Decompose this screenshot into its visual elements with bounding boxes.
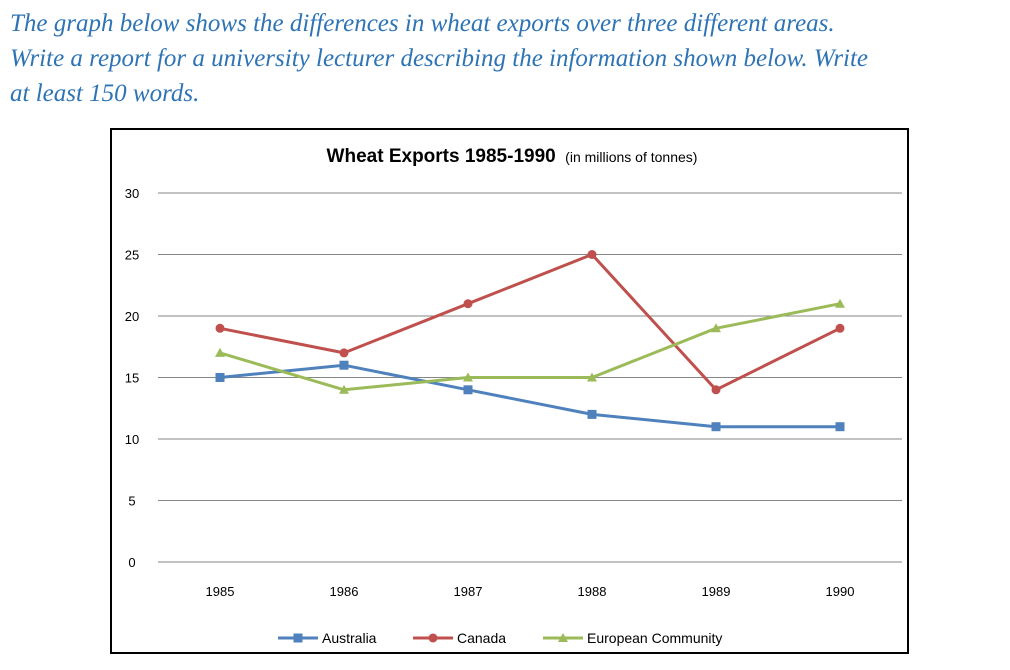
data-point-canada [463,299,473,309]
x-tick-label: 1990 [826,584,855,599]
y-tick-label: 0 [128,555,135,570]
series-line-canada [219,253,841,392]
chart-title-units: (in millions of tonnes) [565,149,697,165]
data-point-canada [835,323,845,333]
chart-title-main: Wheat Exports 1985-1990 [327,146,556,167]
data-point-european-community [339,384,349,394]
chart-frame: Wheat Exports 1985-1990 (in millions of … [110,128,909,654]
prompt-line-1: The graph below shows the differences in… [10,10,835,37]
legend-label: Canada [457,630,506,646]
data-point-australia [215,373,225,382]
y-tick-label: 30 [125,186,139,201]
series-european-community [215,298,845,394]
data-point-canada [215,323,225,333]
series-line-european-community [219,302,841,392]
data-point-canada [711,385,721,395]
x-tick-label: 1985 [206,584,235,599]
data-point-european-community [215,347,225,357]
data-point-australia [711,422,721,432]
y-tick-label: 25 [125,248,139,263]
x-tick-label: 1989 [702,584,731,599]
data-point-australia [463,385,473,395]
y-tick-label: 5 [128,494,135,509]
legend: Australia Canada European Community [278,630,722,646]
x-tick-label: 1986 [330,584,359,599]
wheat-exports-chart: Wheat Exports 1985-1990 (in millions of … [125,146,902,646]
legend-entry-canada: Canada [413,630,506,646]
legend-swatch-marker [558,633,568,642]
legend-entry-australia: Australia [278,630,377,646]
data-point-european-community [463,372,473,382]
legend-label: Australia [322,630,377,646]
data-point-european-community [835,298,845,308]
data-point-australia [339,360,349,370]
legend-swatch-marker [428,633,438,643]
data-point-canada [339,348,349,358]
legend-swatch-marker [293,633,303,643]
prompt-line-3: at least 150 words. [10,80,200,107]
y-tick-label: 20 [125,309,139,324]
x-tick-label: 1988 [578,584,607,599]
y-tick-label: 15 [125,371,139,386]
chart-title: Wheat Exports 1985-1990 (in millions of … [327,146,698,167]
prompt-line-2: Write a report for a university lecturer… [10,45,869,72]
x-axis-ticks: 1985 1986 1987 1988 1989 1990 [206,584,855,599]
gridlines [158,192,902,563]
legend-label: European Community [587,630,722,646]
legend-entry-european-community: European Community [543,630,722,646]
y-axis-ticks: 0 5 10 15 20 25 30 [125,186,139,570]
series-line-australia [219,363,840,429]
x-tick-label: 1987 [454,584,483,599]
task-prompt: The graph below shows the differences in… [10,6,1005,111]
data-point-canada [587,250,597,259]
series-australia [215,360,845,432]
series-lines [215,250,845,432]
data-point-european-community [711,323,721,333]
y-tick-label: 10 [125,432,139,447]
data-point-european-community [587,372,597,382]
data-point-australia [587,409,597,419]
series-canada [215,250,845,395]
data-point-australia [835,422,845,432]
